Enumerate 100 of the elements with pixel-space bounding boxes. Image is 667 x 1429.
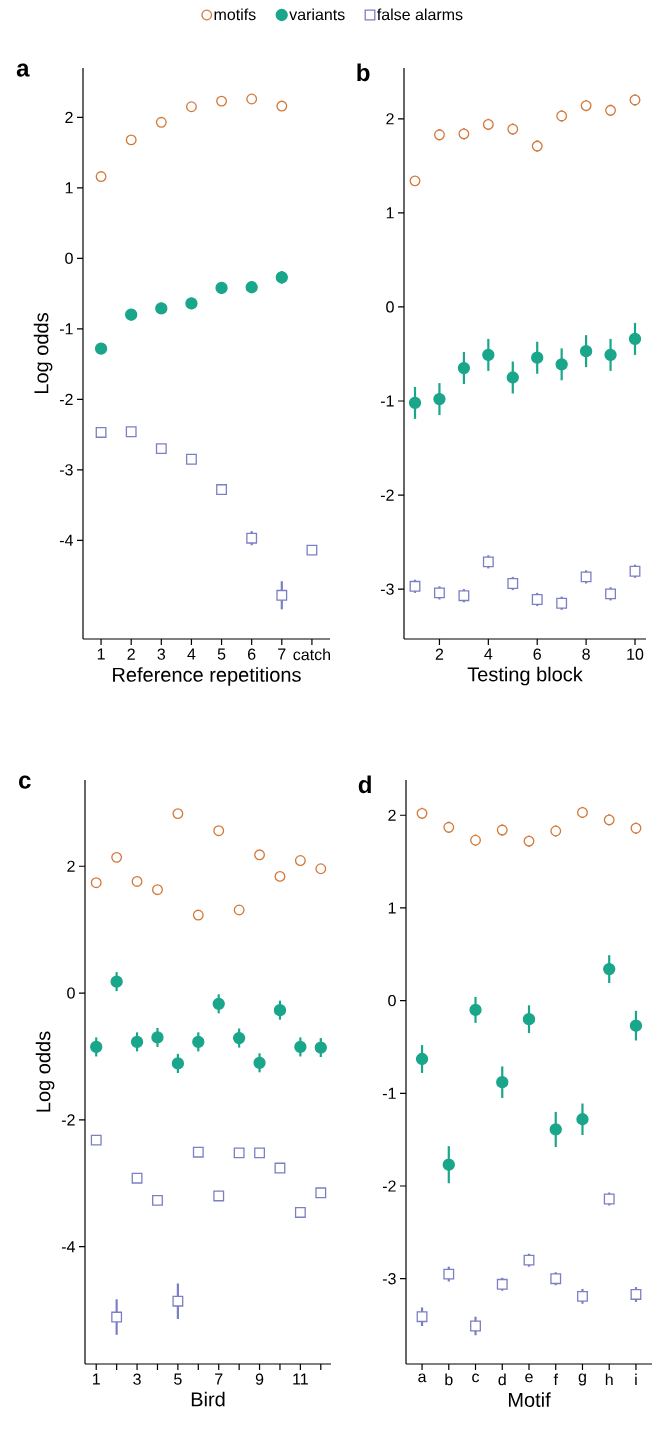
point	[458, 590, 470, 602]
point	[433, 392, 446, 406]
point	[131, 1172, 143, 1184]
point	[216, 95, 228, 107]
y-tick-label: 1	[65, 182, 73, 194]
point	[550, 825, 562, 837]
chart-title: c	[19, 775, 31, 789]
x-axis-title: Testing block	[467, 666, 583, 686]
point	[233, 1147, 245, 1159]
x-tick-label: 2	[435, 648, 444, 660]
point	[409, 175, 421, 187]
point	[276, 589, 288, 601]
x-tick-label: 3	[133, 1373, 141, 1385]
point	[550, 1273, 562, 1285]
x-tick-label: g	[578, 1373, 586, 1386]
point	[215, 281, 228, 295]
point	[496, 1076, 509, 1089]
point	[416, 1311, 428, 1323]
point	[496, 824, 508, 836]
x-tick-label: c	[472, 1373, 480, 1383]
point	[274, 1162, 286, 1174]
x-tick-label: 8	[582, 648, 590, 660]
point	[469, 1003, 482, 1017]
point	[185, 453, 197, 465]
x-tick-label: 3	[157, 648, 166, 660]
y-tick-label: -1	[382, 1087, 396, 1099]
point	[415, 1052, 429, 1066]
y-tick-label: 0	[386, 301, 394, 313]
point	[90, 1040, 103, 1054]
point	[172, 1295, 184, 1307]
y-tick-label: 1	[386, 207, 394, 219]
point	[580, 571, 592, 583]
point	[603, 1193, 615, 1205]
point	[185, 297, 198, 310]
point	[580, 100, 592, 112]
point	[125, 308, 138, 321]
point	[408, 396, 422, 410]
y-tick-label: -2	[380, 489, 394, 501]
y-tick-label: -3	[382, 1273, 396, 1285]
y-tick-label: 2	[67, 860, 75, 872]
point	[246, 532, 258, 544]
x-tick-label: 2	[127, 648, 135, 660]
legend-label: variants	[289, 8, 345, 21]
x-tick-label: 5	[217, 648, 226, 660]
x-axis-title: Motif	[508, 1392, 551, 1407]
point	[434, 587, 445, 599]
point	[171, 1057, 185, 1070]
point	[111, 851, 123, 863]
point	[577, 1290, 588, 1302]
point	[111, 1311, 123, 1323]
point	[482, 348, 495, 362]
x-tick-label: 7	[278, 648, 286, 660]
legend-label: motifs	[214, 8, 256, 21]
point	[216, 484, 228, 495]
point	[629, 94, 641, 106]
y-axis-title: Log odds	[33, 313, 53, 393]
point	[482, 556, 494, 568]
point	[253, 1056, 266, 1069]
x-tick-label: f	[553, 1373, 558, 1386]
chart-title: a	[16, 63, 30, 77]
x-tick-label: i	[635, 1373, 637, 1386]
point	[443, 821, 455, 833]
x-tick-label: e	[525, 1373, 533, 1383]
y-tick-label: -2	[59, 393, 73, 405]
point	[233, 904, 245, 916]
point	[294, 1207, 306, 1218]
y-tick-label: -3	[380, 583, 394, 595]
point	[457, 361, 471, 375]
x-tick-label: 11	[293, 1373, 308, 1385]
point	[531, 140, 543, 152]
point	[131, 876, 143, 887]
point	[213, 1190, 225, 1202]
point	[306, 544, 318, 556]
point	[246, 93, 258, 105]
point	[605, 588, 616, 600]
point	[556, 597, 568, 609]
point	[90, 877, 102, 889]
point	[294, 855, 306, 866]
point	[130, 1035, 144, 1049]
point	[125, 134, 137, 146]
x-axis-title: Reference repetitions	[113, 667, 301, 686]
point	[212, 997, 225, 1010]
point	[192, 1146, 204, 1158]
point	[496, 1278, 508, 1290]
point	[273, 1004, 287, 1017]
point	[507, 578, 519, 589]
point	[416, 807, 428, 819]
y-tick-label: -2	[61, 1114, 75, 1126]
x-tick-label: 9	[255, 1373, 264, 1385]
point	[458, 128, 470, 140]
point	[276, 100, 288, 112]
point	[629, 565, 641, 577]
point	[531, 351, 544, 364]
point	[628, 332, 642, 346]
point	[630, 1289, 642, 1300]
point	[315, 1187, 327, 1199]
point	[409, 580, 421, 592]
y-tick-label: 2	[386, 113, 394, 125]
y-tick-label: -4	[59, 534, 73, 546]
y-tick-label: 0	[67, 987, 75, 999]
